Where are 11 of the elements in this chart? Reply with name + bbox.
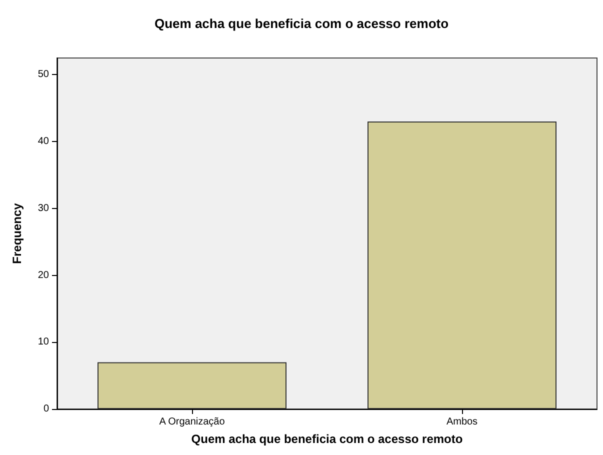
y-tick-label: 50: [38, 69, 50, 80]
y-tick-label: 20: [38, 270, 50, 281]
y-tick-label: 10: [38, 336, 50, 348]
y-tick-label: 30: [38, 202, 50, 214]
x-axis-title: Quem acha que beneficia com o acesso remoto: [191, 432, 463, 446]
chart-title: Quem acha que beneficia com o acesso remoto: [154, 16, 449, 31]
y-tick-label: 0: [43, 404, 50, 414]
x-tick-label: Ambos: [446, 416, 478, 428]
y-axis-title: Frequency: [10, 202, 24, 264]
x-tick-label: A Organização: [159, 416, 226, 428]
y-tick-label: 40: [38, 136, 50, 148]
